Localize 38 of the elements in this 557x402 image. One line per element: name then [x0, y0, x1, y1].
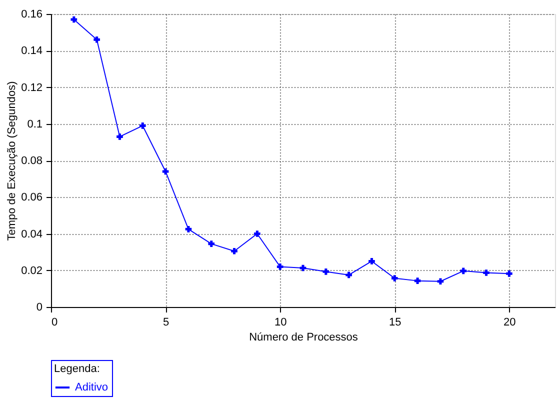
y-tick-label: 0.12	[21, 82, 42, 94]
y-tick-label: 0.02	[21, 264, 42, 277]
point	[414, 278, 421, 284]
y-tick-label: 0	[36, 302, 42, 314]
x-axis-title: Número de Processos	[249, 332, 358, 344]
point	[506, 270, 512, 277]
y-axis-title: Tempo de Execução (Segundos)	[6, 81, 18, 241]
y-tick-label: 0.14	[21, 45, 42, 58]
point	[276, 264, 284, 270]
point	[139, 122, 146, 129]
point	[300, 264, 306, 272]
point	[437, 278, 444, 285]
y-tick-label: 0.08	[21, 155, 42, 167]
point	[322, 268, 330, 275]
y-tick-label: 0.16	[21, 8, 42, 20]
point	[185, 226, 192, 232]
x-tick-label: 0	[52, 316, 58, 328]
x-tick-label: 20	[504, 316, 516, 328]
point	[70, 16, 78, 23]
x-tick-label: 15	[389, 316, 402, 328]
point	[346, 272, 352, 278]
y-tick-label: 0.06	[21, 192, 42, 204]
x-tick-label: 10	[274, 316, 287, 328]
point	[460, 268, 467, 274]
point	[391, 275, 398, 282]
legend-title: Legenda:	[54, 363, 100, 375]
legend-label: Aditivo	[75, 382, 108, 394]
y-tick-label: 0.1	[27, 118, 42, 130]
y-tick-label: 0.04	[21, 228, 42, 240]
point	[94, 36, 100, 43]
point	[231, 248, 238, 254]
point	[254, 230, 260, 237]
point	[208, 240, 215, 247]
point	[368, 258, 375, 264]
point	[483, 270, 490, 276]
x-tick-label: 5	[162, 316, 170, 328]
point	[116, 134, 123, 140]
point	[162, 168, 169, 175]
